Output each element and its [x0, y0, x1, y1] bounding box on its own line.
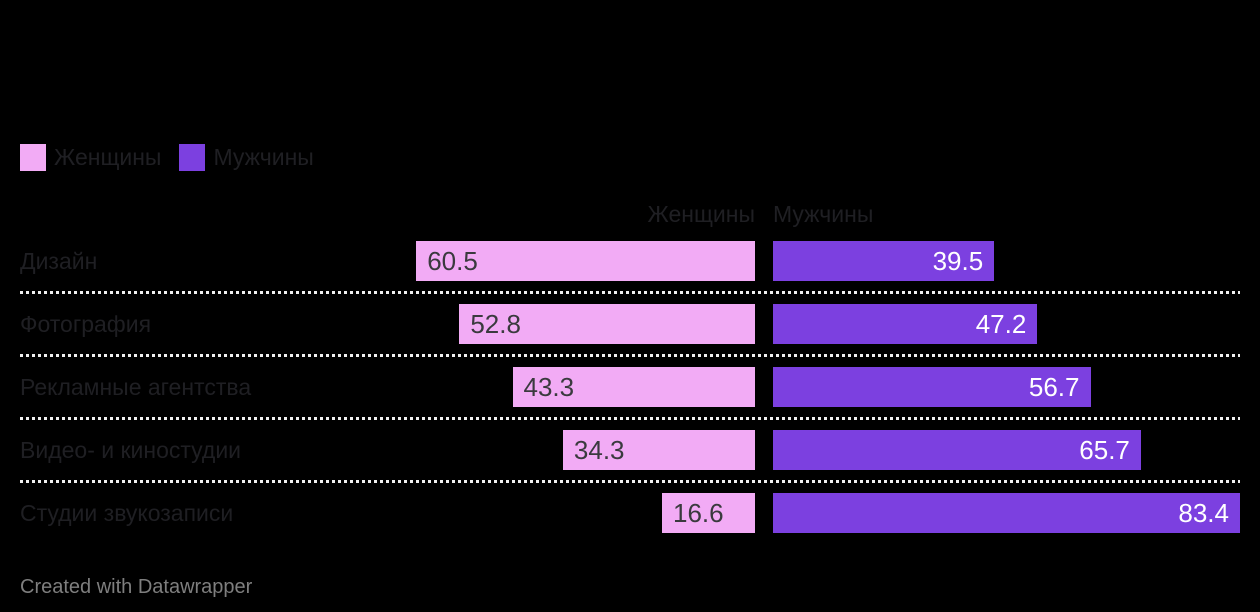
- category-label: Дизайн: [20, 247, 98, 274]
- value-label-women: 60.5: [427, 245, 478, 276]
- column-gap: [755, 202, 773, 226]
- bar-women: 52.8: [459, 304, 755, 344]
- column-header-spacer: [20, 202, 415, 226]
- bar-men: 47.2: [773, 304, 1038, 344]
- value-label-men: 47.2: [975, 308, 1027, 339]
- chart-rows: Дизайн 60.5 39.5 Фотография 52.8 47.2 Рекламны…: [20, 231, 1240, 543]
- bar-men: 56.7: [773, 367, 1091, 407]
- row-separator: [20, 291, 1240, 294]
- value-label-men: 56.7: [1028, 371, 1080, 402]
- table-row: Фотография 52.8 47.2: [20, 294, 1240, 354]
- bar-women: 60.5: [416, 241, 755, 281]
- value-label-men: 65.7: [1079, 434, 1130, 465]
- legend: Женщины Мужчины: [20, 144, 1240, 171]
- table-row: Рекламные агентства 43.3 56.7: [20, 357, 1240, 417]
- category-label: Рекламные агентства: [20, 373, 252, 400]
- row-separator: [20, 480, 1240, 483]
- value-label-men: 39.5: [932, 245, 984, 276]
- footer: Created with Datawrapper: [20, 576, 1240, 599]
- bar-women: 16.6: [662, 493, 755, 533]
- column-header-men: Мужчины: [773, 201, 874, 227]
- column-headers: Женщины Мужчины: [20, 202, 1240, 226]
- bar-women: 34.3: [562, 430, 755, 470]
- table-row: Видео- и киностудии 34.3 65.7: [20, 420, 1240, 480]
- category-label: Фотография: [20, 310, 152, 337]
- bar-men: 39.5: [773, 241, 995, 281]
- table-row: Дизайн 60.5 39.5: [20, 231, 1240, 291]
- value-label-women: 43.3: [523, 371, 575, 402]
- value-label-women: 16.6: [673, 497, 724, 528]
- value-label-women: 52.8: [470, 308, 521, 339]
- value-label-women: 34.3: [573, 434, 625, 465]
- legend-swatch-women-icon: [20, 144, 46, 171]
- column-header-women: Женщины: [647, 201, 755, 227]
- legend-label-women: Женщины: [54, 144, 162, 170]
- datawrapper-credit-link[interactable]: Created with Datawrapper: [20, 576, 253, 598]
- category-label: Студии звукозаписи: [20, 499, 234, 526]
- row-separator: [20, 354, 1240, 357]
- value-label-men: 83.4: [1178, 497, 1229, 528]
- legend-label-men: Мужчины: [213, 144, 314, 170]
- bar-women: 43.3: [512, 367, 755, 407]
- table-row: Студии звукозаписи 16.6 83.4: [20, 483, 1240, 543]
- bar-men: 65.7: [773, 430, 1141, 470]
- title-area: [20, 0, 1240, 144]
- category-label: Видео- и киностудии: [20, 436, 242, 463]
- bar-men: 83.4: [773, 493, 1240, 533]
- legend-swatch-men-icon: [179, 144, 206, 171]
- legend-item-women: Женщины: [20, 144, 161, 171]
- legend-item-men: Мужчины: [179, 144, 314, 171]
- row-separator: [20, 417, 1240, 420]
